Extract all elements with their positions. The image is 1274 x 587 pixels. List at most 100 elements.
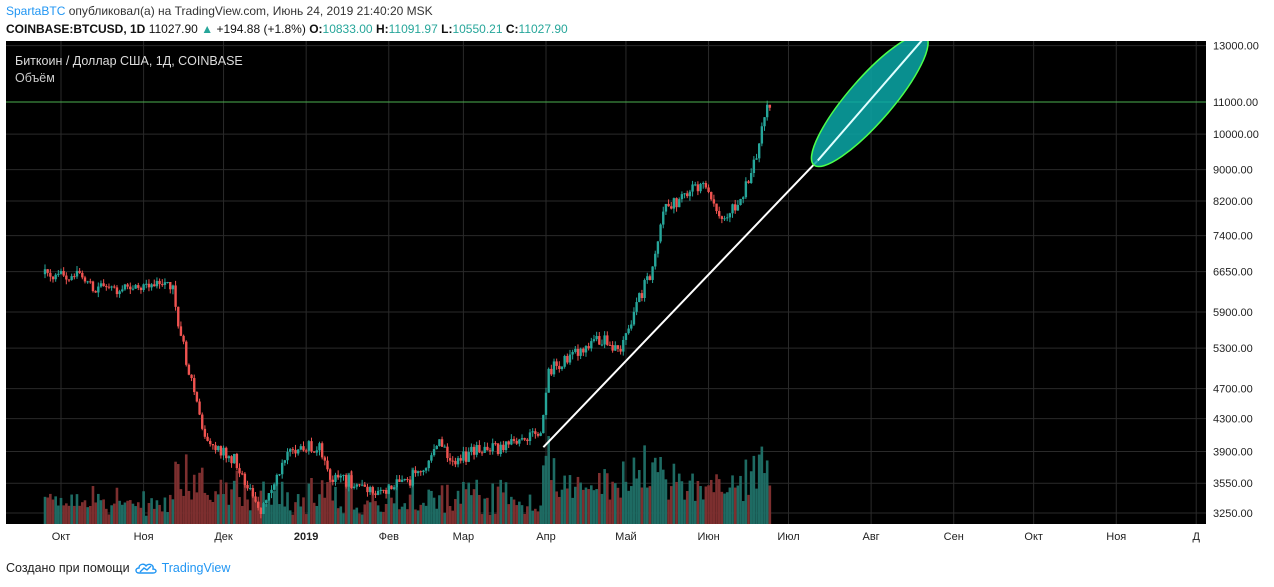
price-chart[interactable]: 3250.00 3550.00 3900.00 4300.00 4700.00 5300.…: [6, 41, 1268, 549]
volume-bar: [408, 494, 412, 524]
volume-bar: [73, 505, 76, 524]
candle-body: [662, 211, 665, 225]
volume-bar: [248, 510, 252, 524]
volume-bar: [661, 469, 665, 524]
volume-bar: [656, 472, 660, 524]
candle-body: [568, 354, 572, 363]
candle-body: [153, 284, 156, 287]
volume-bar: [243, 479, 247, 524]
candle-body: [643, 280, 646, 298]
price-tick-label: 6650.00: [1213, 267, 1253, 279]
volume-bar: [574, 486, 577, 524]
volume-bar: [475, 479, 479, 524]
volume-bar: [251, 492, 255, 524]
candle-body: [686, 193, 689, 197]
volume-bar: [739, 475, 742, 524]
candle-body: [363, 484, 366, 487]
volume-bar: [704, 486, 708, 524]
time-tick-label: Фев: [379, 531, 399, 543]
volume-bar: [318, 494, 321, 524]
candle-body: [206, 436, 209, 441]
time-axis-panel: [6, 524, 1268, 549]
candle-body: [715, 203, 718, 212]
candle-body: [350, 475, 353, 488]
candle-body: [326, 460, 329, 470]
candle-body: [238, 468, 241, 474]
tradingview-link[interactable]: TradingView: [161, 561, 231, 575]
volume-bar: [752, 455, 756, 524]
volume-bar: [605, 473, 609, 524]
volume-bar: [709, 479, 713, 524]
candle-body: [222, 447, 225, 456]
candle-body: [230, 456, 233, 464]
volume-bar: [741, 501, 745, 524]
candle-body: [374, 493, 377, 495]
volume-bar: [651, 462, 654, 524]
volume-bar: [544, 455, 548, 524]
volume-bar: [355, 507, 359, 524]
candle-body: [526, 439, 529, 442]
candle-body: [59, 270, 63, 274]
price-axis[interactable]: 3250.00 3550.00 3900.00 4300.00 4700.00 5300.…: [1213, 41, 1259, 520]
candle-body: [342, 474, 345, 476]
candle-body: [352, 486, 356, 488]
volume-bar: [496, 486, 500, 524]
candle-body: [243, 473, 247, 485]
volume-bar: [110, 505, 113, 524]
candle-body: [632, 311, 636, 325]
volume-bar: [358, 513, 361, 524]
candle-body: [187, 364, 191, 375]
volume-bar: [480, 514, 484, 524]
volume-bars: [43, 436, 772, 524]
author-link[interactable]: SpartaBTC: [6, 4, 66, 18]
volume-bar: [230, 489, 233, 524]
volume-bar: [568, 475, 572, 524]
volume-bar: [126, 500, 129, 524]
price-tick-label: 11000.00: [1213, 97, 1258, 109]
candle-body: [201, 414, 204, 429]
volume-bar: [510, 496, 513, 524]
volume-bar: [680, 481, 684, 524]
volume-bar: [696, 481, 700, 524]
time-axis[interactable]: Окт Ноя Дек 2019 Фев Мар Апр Май Июн Июл Авг Сен Окт…: [52, 531, 1201, 543]
volume-bar: [400, 506, 404, 524]
volume-bar: [142, 491, 145, 524]
volume-bar: [336, 508, 340, 524]
candle-body: [387, 485, 390, 494]
volume-bar: [339, 506, 343, 524]
candle-body: [531, 431, 534, 433]
candle-body: [315, 450, 319, 453]
volume-bar: [65, 503, 68, 524]
candle-body: [46, 269, 49, 273]
volume-bar: [211, 501, 215, 524]
volume-bar: [765, 460, 769, 524]
candle-body: [472, 446, 476, 455]
candle-body: [334, 474, 337, 482]
candle-body: [702, 183, 705, 185]
volume-bar: [368, 502, 372, 524]
candle-body: [464, 451, 468, 462]
candle-body: [712, 199, 716, 204]
volume-bar: [627, 490, 630, 524]
candle-body: [648, 276, 652, 280]
price-axis-panel: [1206, 41, 1268, 549]
volume-bar: [200, 467, 204, 524]
projection-ellipse[interactable]: [797, 41, 942, 179]
candle-body: [139, 287, 143, 291]
price-tick-label: 5900.00: [1213, 307, 1253, 319]
candle-body: [691, 184, 694, 192]
candle-body: [646, 276, 649, 281]
volume-bar: [208, 499, 212, 524]
candle-body: [51, 276, 55, 280]
volume-bar: [118, 500, 121, 524]
price-change: +194.88 (+1.8%): [216, 22, 306, 36]
candle-body: [347, 475, 351, 487]
volume-bar: [291, 514, 295, 524]
candle-body: [723, 218, 726, 220]
candle-body: [678, 199, 681, 208]
candle-body: [651, 266, 654, 280]
trend-line[interactable]: [542, 159, 819, 448]
volume-bar: [488, 514, 492, 524]
candle-body: [280, 462, 284, 475]
candle-body: [419, 471, 422, 473]
